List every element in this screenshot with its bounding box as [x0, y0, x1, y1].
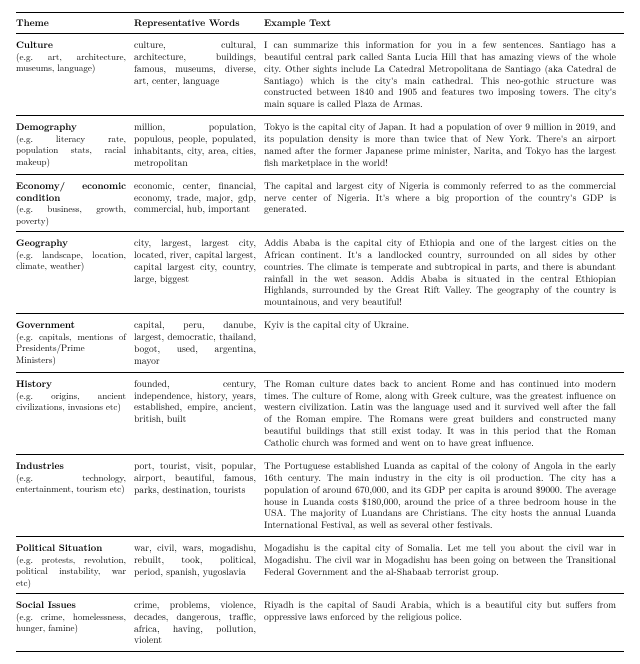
theme-title: History	[16, 378, 126, 390]
cell-example: The Roman culture dates back to ancient …	[264, 372, 624, 454]
table-row: Social Issues(e.g. crime, homelessness, …	[16, 593, 624, 652]
cell-theme: Geography(e.g. landscape, location, clim…	[16, 231, 134, 313]
cell-theme: History(e.g. origins, ancient civilizati…	[16, 372, 134, 454]
cell-theme: Social Issues(e.g. crime, homelessness, …	[16, 593, 134, 652]
theme-subtitle: (e.g. art, architecture, museums, langua…	[16, 51, 126, 74]
cell-example: The capital and largest city of Nigeria …	[264, 174, 624, 231]
col-header-words: Representative Words	[134, 13, 264, 34]
cell-theme: Economy/ economic condition(e.g. busines…	[16, 174, 134, 231]
theme-subtitle: (e.g. literacy rate, population stats, r…	[16, 133, 126, 167]
cell-words: city, largest, largest city, located, ri…	[134, 231, 264, 313]
themes-table: Theme Representative Words Example Text …	[16, 12, 624, 652]
table-row: Industries(e.g. technology, entertainmen…	[16, 454, 624, 536]
cell-theme: Political Situation(e.g. protests, revol…	[16, 537, 134, 594]
theme-title: Economy/ economic condition	[16, 180, 126, 204]
cell-theme: Culture(e.g. art, architecture, museums,…	[16, 33, 134, 115]
theme-subtitle: (e.g. crime, homelessness, hunger, famin…	[16, 611, 126, 634]
table-row: History(e.g. origins, ancient civilizati…	[16, 372, 624, 454]
cell-example: The Portuguese established Luanda as cap…	[264, 454, 624, 536]
cell-example: I can summarize this information for you…	[264, 33, 624, 115]
cell-words: million, population, populous, people, p…	[134, 116, 264, 175]
cell-example: Addis Ababa is the capital city of Ethio…	[264, 231, 624, 313]
theme-title: Social Issues	[16, 599, 126, 611]
cell-words: crime, problems, violence, decades, dang…	[134, 593, 264, 652]
theme-title: Industries	[16, 460, 126, 472]
theme-subtitle: (e.g. origins, ancient civilizations, in…	[16, 390, 126, 413]
cell-words: war, civil, wars, mogadishu, rebuilt, to…	[134, 537, 264, 594]
theme-title: Geography	[16, 237, 126, 249]
cell-example: Mogadishu is the capital city of Somalia…	[264, 537, 624, 594]
theme-subtitle: (e.g. landscape, location, climate, weat…	[16, 249, 126, 272]
cell-words: economic, center, financial, economy, tr…	[134, 174, 264, 231]
table-row: Culture(e.g. art, architecture, museums,…	[16, 33, 624, 115]
table-row: Government(e.g. capitals, mentions of Pr…	[16, 314, 624, 373]
cell-theme: Government(e.g. capitals, mentions of Pr…	[16, 314, 134, 373]
cell-example: Tokyo is the capital city of Japan. It h…	[264, 116, 624, 175]
table-row: Demography(e.g. literacy rate, populatio…	[16, 116, 624, 175]
cell-words: port, tourist, visit, popular, airport, …	[134, 454, 264, 536]
table-row: Geography(e.g. landscape, location, clim…	[16, 231, 624, 313]
cell-words: founded, century, independence, history,…	[134, 372, 264, 454]
theme-subtitle: (e.g. capitals, mentions of Presidents/P…	[16, 331, 126, 365]
cell-words: culture, cultural, architecture, buildin…	[134, 33, 264, 115]
col-header-example: Example Text	[264, 13, 624, 34]
theme-subtitle: (e.g. protests, revolution, political in…	[16, 554, 126, 588]
cell-words: capital, peru, danube, largest, democrat…	[134, 314, 264, 373]
theme-subtitle: (e.g. business, growth, poverty)	[16, 203, 126, 226]
theme-subtitle: (e.g. technology, entertainment, tourism…	[16, 472, 126, 495]
col-header-theme: Theme	[16, 13, 134, 34]
cell-example: Riyadh is the capital of Saudi Arabia, w…	[264, 593, 624, 652]
cell-theme: Industries(e.g. technology, entertainmen…	[16, 454, 134, 536]
theme-title: Culture	[16, 39, 126, 51]
table-header-row: Theme Representative Words Example Text	[16, 13, 624, 34]
cell-theme: Demography(e.g. literacy rate, populatio…	[16, 116, 134, 175]
table-row: Political Situation(e.g. protests, revol…	[16, 537, 624, 594]
cell-example: Kyiv is the capital city of Ukraine.	[264, 314, 624, 373]
table-row: Economy/ economic condition(e.g. busines…	[16, 174, 624, 231]
